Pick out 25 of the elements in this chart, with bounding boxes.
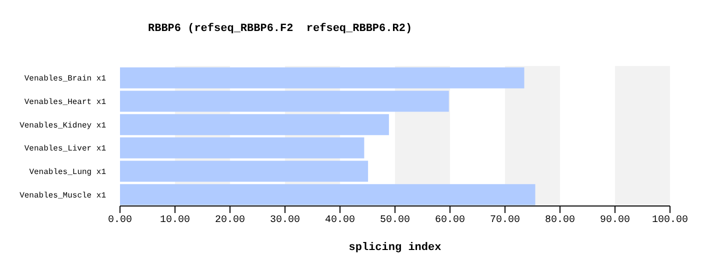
x-tick-label: 100.00 — [652, 215, 688, 226]
x-tick-label: 70.00 — [490, 215, 520, 226]
x-tick-label: 10.00 — [160, 215, 190, 226]
x-tick-label: 50.00 — [380, 215, 410, 226]
y-tick-label: Venables_Heart x1 — [24, 98, 106, 107]
bar — [120, 184, 536, 206]
y-tick-label: Venables_Muscle x1 — [20, 191, 106, 200]
y-tick-label: Venables_Kidney x1 — [20, 121, 106, 130]
y-tick-label: Venables_Lung x1 — [29, 168, 106, 177]
x-tick-label: 80.00 — [544, 215, 576, 226]
x-tick-label: 90.00 — [600, 215, 630, 226]
chart-title: RBBP6 (refseq_RBBP6.F2 refseq_RBBP6.R2) — [148, 23, 412, 35]
x-tick-label: 20.00 — [214, 215, 246, 226]
bar — [120, 67, 524, 88]
bar — [120, 137, 364, 158]
y-tick-label: Venables_Liver x1 — [24, 144, 106, 154]
bar — [120, 114, 389, 136]
x-tick-label: 40.00 — [324, 215, 356, 226]
y-tick-label: Venables_Brain x1 — [24, 74, 106, 84]
x-tick-label: 60.00 — [434, 215, 466, 226]
bar — [120, 90, 449, 112]
x-tick-label: 0.00 — [108, 215, 132, 226]
bar — [120, 160, 368, 182]
x-axis-title: splicing index — [348, 242, 442, 254]
x-tick-label: 30.00 — [270, 215, 300, 226]
